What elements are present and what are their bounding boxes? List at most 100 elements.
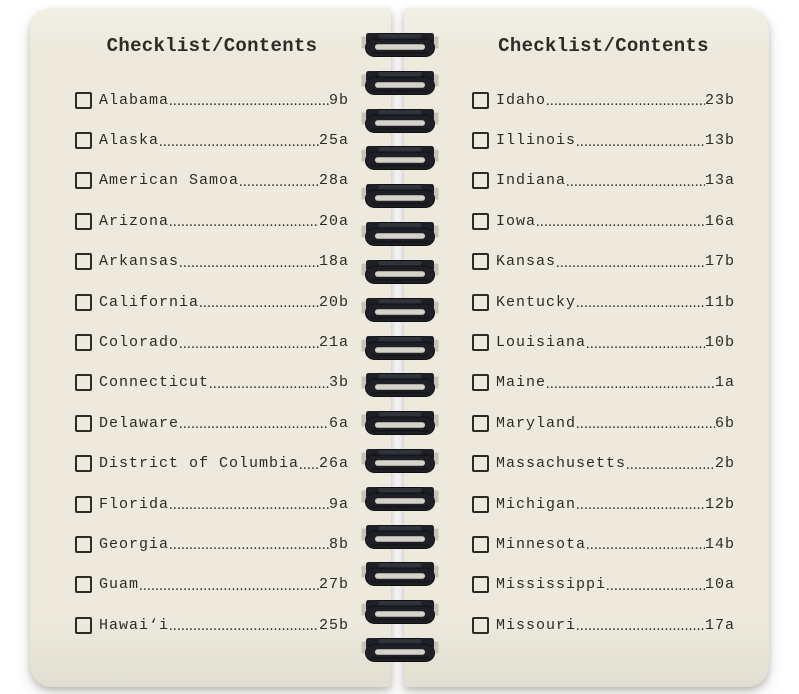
- dot-leader: ........................................…: [169, 497, 329, 514]
- checkbox[interactable]: [75, 334, 92, 352]
- checkbox[interactable]: [75, 212, 92, 230]
- list-item: California .............................…: [75, 282, 349, 322]
- checkbox[interactable]: [75, 293, 92, 311]
- page-ref: 20a: [318, 212, 349, 230]
- page-ref: 6a: [328, 414, 349, 432]
- page-title: Checklist/Contents: [498, 35, 709, 57]
- checkbox[interactable]: [75, 414, 92, 432]
- page-ref: 1a: [714, 374, 735, 392]
- list-item: Hawai‘i ................................…: [75, 605, 349, 645]
- list-item: Idaho ..................................…: [472, 80, 735, 120]
- dot-leader: ........................................…: [576, 295, 705, 312]
- dot-leader: ........................................…: [566, 173, 705, 190]
- dot-leader: ........................................…: [179, 254, 319, 271]
- list-item: Maine ..................................…: [472, 363, 735, 403]
- checkbox[interactable]: [75, 374, 92, 392]
- page-ref: 17a: [704, 616, 735, 634]
- checkbox[interactable]: [75, 91, 92, 109]
- list-item: Connecticut ............................…: [75, 363, 349, 403]
- item-label: Indiana: [496, 172, 567, 190]
- dot-leader: ........................................…: [546, 93, 705, 110]
- checkbox[interactable]: [472, 212, 489, 230]
- dot-leader: ........................................…: [586, 335, 705, 352]
- page-ref: 16a: [704, 212, 735, 230]
- item-label: Iowa: [496, 212, 537, 230]
- page-ref: 25b: [318, 616, 349, 634]
- checkbox[interactable]: [472, 535, 489, 553]
- list-item: Iowa ...................................…: [472, 201, 735, 241]
- page-ref: 10a: [704, 576, 735, 594]
- list-item: Indiana ................................…: [472, 161, 735, 201]
- dot-leader: ........................................…: [576, 497, 705, 514]
- list-item: District of Columbia ...................…: [75, 444, 349, 484]
- list-item: Michigan ...............................…: [472, 484, 735, 524]
- checklist-left: Alabama ................................…: [75, 80, 349, 645]
- checkbox[interactable]: [75, 616, 92, 634]
- checkbox[interactable]: [472, 91, 489, 109]
- list-item: Mississippi ............................…: [472, 565, 735, 605]
- page-left: Checklist/Contents Alabama .............…: [30, 8, 391, 687]
- dot-leader: ........................................…: [239, 173, 319, 190]
- item-label: Colorado: [99, 334, 180, 352]
- dot-leader: ........................................…: [199, 295, 319, 312]
- checkbox[interactable]: [472, 576, 489, 594]
- checkbox[interactable]: [75, 576, 92, 594]
- dot-leader: ........................................…: [576, 133, 705, 150]
- list-item: Alaska .................................…: [75, 120, 349, 160]
- dot-leader: ........................................…: [586, 537, 705, 554]
- dot-leader: ........................................…: [299, 456, 319, 473]
- item-label: Idaho: [496, 91, 547, 109]
- checkbox[interactable]: [472, 132, 489, 150]
- item-label: Delaware: [99, 414, 180, 432]
- list-item: Massachusetts ..........................…: [472, 444, 735, 484]
- checkbox[interactable]: [472, 253, 489, 271]
- item-label: Arkansas: [99, 253, 180, 271]
- list-item: Colorado ...............................…: [75, 322, 349, 362]
- list-item: Maryland ...............................…: [472, 403, 735, 443]
- item-label: Connecticut: [99, 374, 210, 392]
- checkbox[interactable]: [75, 253, 92, 271]
- list-item: Alabama ................................…: [75, 80, 349, 120]
- page-ref: 18a: [318, 253, 349, 271]
- item-label: Hawai‘i: [99, 616, 170, 634]
- list-item: Florida ................................…: [75, 484, 349, 524]
- checkbox[interactable]: [472, 414, 489, 432]
- page-ref: 3b: [328, 374, 349, 392]
- checkbox[interactable]: [472, 334, 489, 352]
- item-label: Maryland: [496, 414, 577, 432]
- checkbox[interactable]: [472, 374, 489, 392]
- item-label: American Samoa: [99, 172, 240, 190]
- list-item: Arizona ................................…: [75, 201, 349, 241]
- item-label: Kentucky: [496, 293, 577, 311]
- dot-leader: ........................................…: [169, 537, 329, 554]
- page-ref: 13a: [704, 172, 735, 190]
- checkbox[interactable]: [75, 132, 92, 150]
- dot-leader: ........................................…: [209, 375, 329, 392]
- checkbox[interactable]: [472, 293, 489, 311]
- page-ref: 23b: [704, 91, 735, 109]
- page-ref: 8b: [328, 535, 349, 553]
- dot-leader: ........................................…: [179, 416, 329, 433]
- dot-leader: ........................................…: [179, 335, 319, 352]
- checkbox[interactable]: [472, 495, 489, 513]
- item-label: California: [99, 293, 200, 311]
- item-label: Maine: [496, 374, 547, 392]
- dot-leader: ........................................…: [576, 618, 705, 635]
- page-ref: 2b: [714, 455, 735, 473]
- checkbox[interactable]: [472, 455, 489, 473]
- checklist-right: Idaho ..................................…: [472, 80, 735, 645]
- checkbox[interactable]: [75, 172, 92, 190]
- checkbox[interactable]: [75, 455, 92, 473]
- checkbox[interactable]: [75, 535, 92, 553]
- checkbox[interactable]: [472, 616, 489, 634]
- checkbox[interactable]: [75, 495, 92, 513]
- page-right: Checklist/Contents Idaho ...............…: [404, 8, 769, 687]
- item-label: Kansas: [496, 253, 557, 271]
- list-item: Missouri ...............................…: [472, 605, 735, 645]
- checkbox[interactable]: [472, 172, 489, 190]
- list-item: American Samoa .........................…: [75, 161, 349, 201]
- item-label: Missouri: [496, 616, 577, 634]
- page-ref: 10b: [704, 334, 735, 352]
- dot-leader: ........................................…: [159, 133, 319, 150]
- page-ref: 26a: [318, 455, 349, 473]
